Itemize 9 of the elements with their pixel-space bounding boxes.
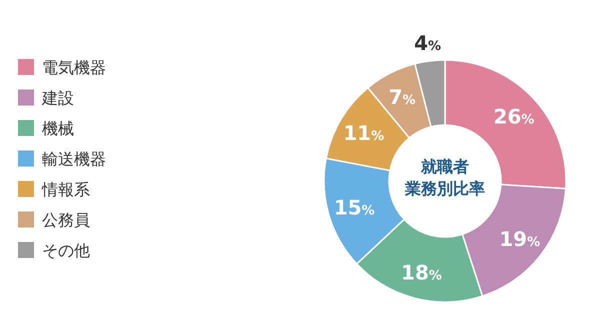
text: 業務別比率	[404, 179, 485, 198]
legend-label: 情報系	[41, 180, 90, 199]
legend-label: 建設	[41, 88, 74, 108]
legend-label: 公務員	[42, 210, 90, 230]
legend-label: 機械	[42, 119, 74, 138]
legend-label: 輸送機器	[42, 150, 106, 168]
text: 就職者	[420, 157, 469, 176]
legend-label: その他	[42, 241, 90, 260]
legend-label: 電気機器	[42, 58, 106, 77]
